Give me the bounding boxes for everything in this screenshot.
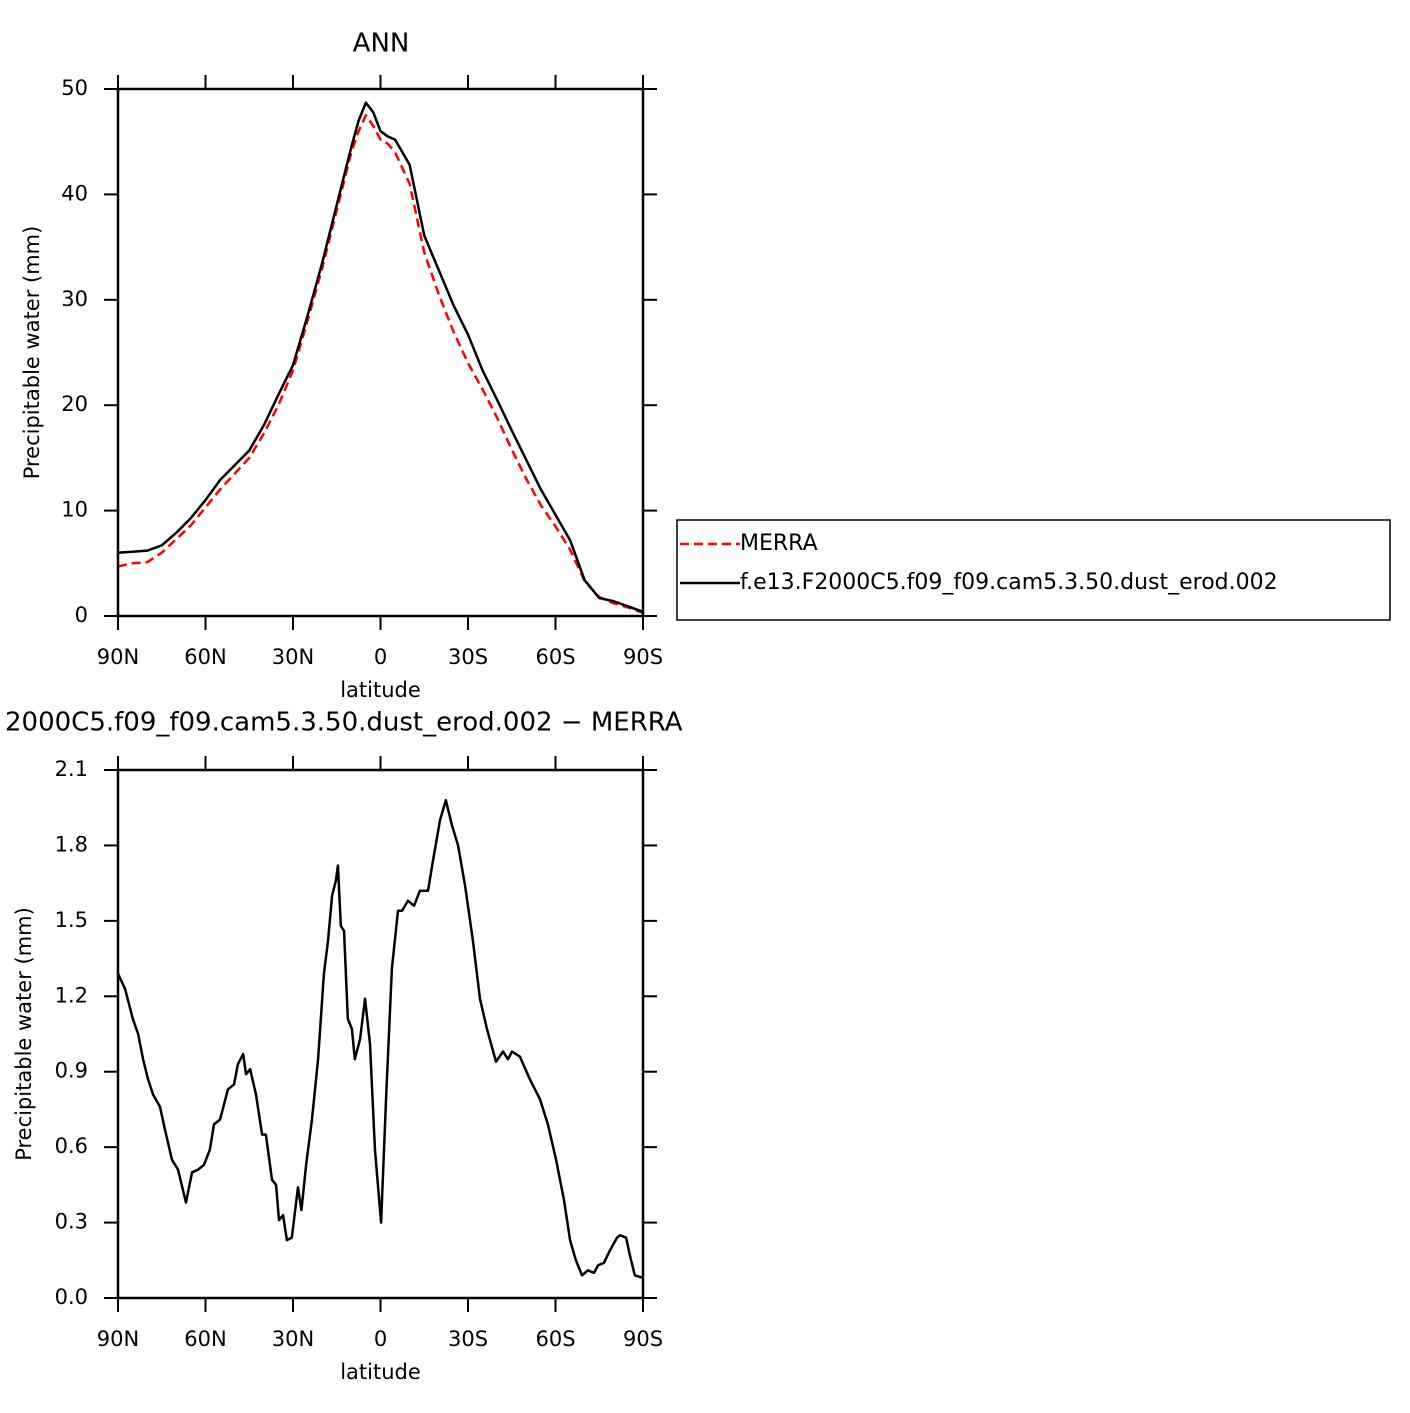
x-tick-label: 30N — [272, 645, 314, 669]
x-tick-label: 0 — [374, 645, 387, 669]
x-tick-label: 30S — [448, 645, 488, 669]
legend-label: MERRA — [740, 531, 818, 556]
y-tick-label: 10 — [61, 498, 88, 522]
data-line — [117, 101, 644, 613]
y-tick-label: 0.9 — [55, 1059, 88, 1083]
y-tick-label: 20 — [61, 392, 88, 416]
y-axis-label: Precipitable water (mm) — [20, 226, 44, 480]
y-tick-label: 1.5 — [55, 908, 88, 932]
y-tick-label: 1.8 — [55, 832, 88, 856]
y-tick-label: 50 — [61, 76, 88, 100]
y-tick-label: 2.1 — [55, 757, 88, 781]
data-line — [116, 798, 644, 1280]
x-tick-label: 60N — [184, 1327, 226, 1351]
y-tick-label: 0.6 — [55, 1134, 88, 1158]
x-tick-label: 90S — [623, 1327, 663, 1351]
x-tick-label: 30S — [448, 1327, 488, 1351]
y-tick-label: 1.2 — [55, 983, 88, 1007]
x-tick-label: 90N — [97, 645, 139, 669]
x-tick-label: 60S — [535, 1327, 575, 1351]
x-axis-label: latitude — [340, 1360, 421, 1384]
x-tick-label: 60N — [184, 645, 226, 669]
x-tick-label: 30N — [272, 1327, 314, 1351]
y-tick-label: 40 — [61, 181, 88, 205]
y-tick-label: 30 — [61, 287, 88, 311]
legend-box — [676, 519, 1391, 621]
plot-frame — [116, 87, 645, 618]
x-tick-label: 90N — [97, 1327, 139, 1351]
data-line — [117, 114, 644, 615]
x-tick-label: 60S — [535, 645, 575, 669]
chart-title: 2000C5.f09_f09.cam5.3.50.dust_erod.002 −… — [5, 708, 683, 738]
x-axis-label: latitude — [340, 678, 421, 702]
legend-label: f.e13.F2000C5.f09_f09.cam5.3.50.dust_ero… — [740, 570, 1278, 595]
y-tick-label: 0.3 — [55, 1210, 88, 1234]
x-tick-label: 90S — [623, 645, 663, 669]
chart-title: ANN — [353, 29, 410, 59]
x-tick-label: 0 — [374, 1327, 387, 1351]
y-tick-label: 0 — [75, 603, 88, 627]
y-axis-label: Precipitable water (mm) — [12, 907, 36, 1161]
plot-frame — [116, 768, 645, 1300]
y-tick-label: 0.0 — [55, 1285, 88, 1309]
